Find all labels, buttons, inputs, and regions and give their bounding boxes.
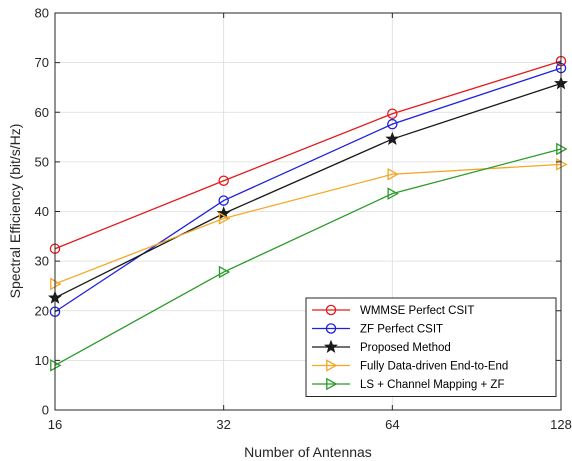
legend-label: WMMSE Perfect CSIT <box>360 305 474 317</box>
series-layer <box>48 55 568 372</box>
data-point <box>385 131 400 145</box>
y-axis-label: Spectral Efficiency (bit/s/Hz) <box>7 124 23 299</box>
y-tick-label: 30 <box>35 254 49 269</box>
x-tick-label: 128 <box>550 417 572 432</box>
legend-entry: Fully Data-driven End-to-End <box>312 359 508 373</box>
y-tick-label: 50 <box>35 154 49 169</box>
x-axis-label: Number of Antennas <box>244 444 372 460</box>
y-tick-label: 80 <box>35 6 49 21</box>
series-line <box>54 60 562 250</box>
data-point <box>387 108 398 119</box>
legend-entry: ZF Perfect CSIT <box>312 323 443 336</box>
data-point <box>218 265 231 279</box>
axes: 0 10 20 30 40 50 60 70 80 16 32 64 128 <box>35 6 572 433</box>
data-point <box>387 167 399 181</box>
y-tick-label: 60 <box>35 105 49 120</box>
series-line <box>54 163 562 285</box>
data-point <box>387 187 399 200</box>
series-line <box>54 82 562 299</box>
x-tick-label: 16 <box>48 417 62 432</box>
y-tick-label: 20 <box>35 303 49 318</box>
y-tick-label: 70 <box>35 55 49 70</box>
x-tick-label: 64 <box>385 417 399 432</box>
legend: WMMSE Perfect CSIT ZF Perfect CSIT Propose… <box>305 297 557 397</box>
y-tick-label: 0 <box>42 403 49 418</box>
legend-marker <box>324 339 338 353</box>
data-point <box>387 118 398 130</box>
legend-entry: Proposed Method <box>312 339 451 354</box>
series-line <box>54 148 562 366</box>
x-tick-label: 32 <box>216 417 230 432</box>
legend-entry: LS + Channel Mapping + ZF <box>312 377 504 391</box>
y-tick-label: 10 <box>35 353 49 368</box>
data-point <box>218 195 229 206</box>
legend-entry: WMMSE Perfect CSIT <box>312 304 474 317</box>
legend-marker <box>325 323 337 334</box>
legend-label: LS + Channel Mapping + ZF <box>360 379 504 391</box>
legend-marker <box>326 377 338 391</box>
data-point <box>218 212 231 225</box>
y-tick-label: 40 <box>35 204 49 219</box>
data-point <box>218 175 229 186</box>
legend-label: ZF Perfect CSIT <box>360 324 443 336</box>
legend-label: Proposed Method <box>360 342 451 354</box>
legend-marker <box>326 359 338 372</box>
legend-marker <box>325 304 337 316</box>
legend-label: Fully Data-driven End-to-End <box>360 361 508 373</box>
